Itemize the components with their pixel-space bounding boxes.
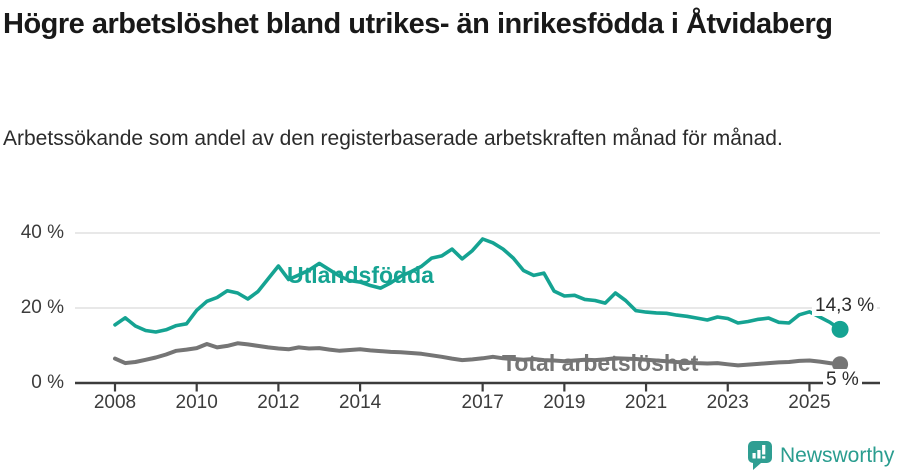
x-axis-tick-label-2010: 2010: [175, 392, 218, 413]
y-axis-tick-label-40: 40 %: [20, 222, 64, 243]
y-axis-tick-label-20: 20 %: [20, 297, 64, 318]
x-axis-tick-label-2023: 2023: [706, 392, 749, 413]
newsworthy-brand: Newsworthy: [747, 440, 894, 471]
end-value-label-utlandsfodda: 14,3 %: [812, 295, 878, 316]
x-axis-tick-label-2019: 2019: [543, 392, 586, 413]
x-axis-tick-label-2025: 2025: [788, 392, 831, 413]
x-axis-tick-label-2021: 2021: [624, 392, 668, 413]
end-value-label-total: 5 %: [823, 369, 862, 390]
series-line-utlandsfodda: [113, 237, 842, 334]
chart-title: Högre arbetslöshet bland utrikes- än inr…: [3, 8, 833, 40]
x-axis-tick-label-2014: 2014: [338, 392, 382, 413]
newsworthy-brand-name: Newsworthy: [780, 444, 895, 467]
y-axis-tick-label-0: 0 %: [31, 372, 64, 393]
x-axis-tick-label-2012: 2012: [257, 392, 300, 413]
newsworthy-logo-icon: [748, 441, 772, 470]
x-axis-tick-label-2008: 2008: [93, 392, 137, 413]
series-end-dot-utlandsfodda: [831, 320, 849, 338]
x-axis-tick-label-2017: 2017: [461, 392, 504, 413]
series-label-total-arbetsloshet: Total arbetslöshet: [502, 350, 699, 376]
series-line-total: [113, 341, 843, 368]
series-label-utlandsfodda: Utlandsfödda: [287, 262, 434, 288]
chart-subtitle: Arbetssökande som andel av den registerb…: [3, 127, 783, 150]
series-end-dot-total: [832, 356, 849, 373]
